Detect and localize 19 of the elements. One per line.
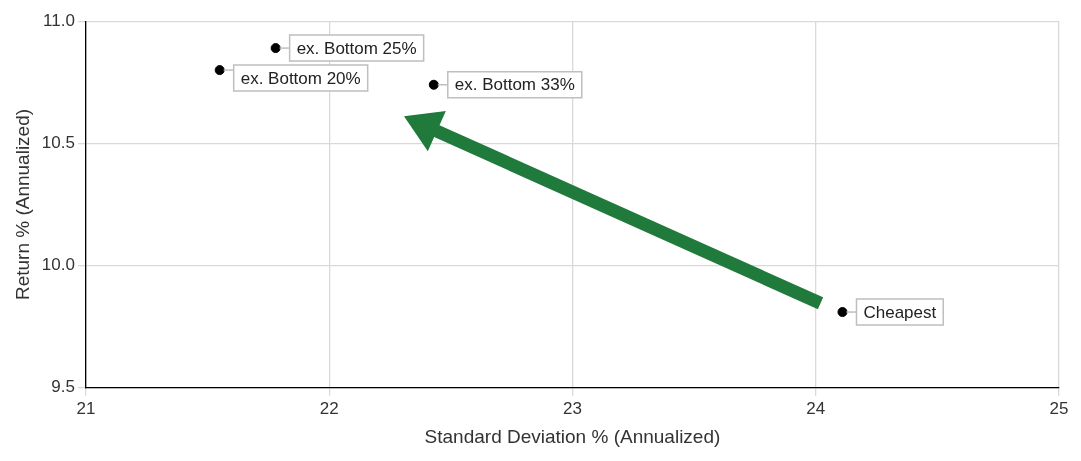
point xyxy=(837,307,848,318)
y-axis-title: Return % (Annualized) xyxy=(11,108,33,301)
annotation: Cheapest xyxy=(863,302,937,322)
annotation: ex. Bottom 20% xyxy=(240,68,361,88)
point xyxy=(214,65,225,76)
annotation: ex. Bottom 25% xyxy=(296,38,417,58)
x-tick-label: 21 xyxy=(76,398,96,418)
x-tick-label: 22 xyxy=(319,398,339,418)
y-tick-label: 10.5 xyxy=(41,133,75,153)
y-tick-label: 10.0 xyxy=(41,255,75,275)
y-tick-label: 9.5 xyxy=(51,377,75,397)
x-axis-title: Standard Deviation % (Annualized) xyxy=(424,425,721,447)
annotation: ex. Bottom 33% xyxy=(454,75,575,95)
x-tick-label: 23 xyxy=(562,398,582,418)
point xyxy=(428,79,439,90)
x-tick-label: 24 xyxy=(806,398,826,418)
x-tick-label: 25 xyxy=(1049,398,1069,418)
point xyxy=(270,43,281,54)
y-tick-label: 11.0 xyxy=(43,10,75,30)
